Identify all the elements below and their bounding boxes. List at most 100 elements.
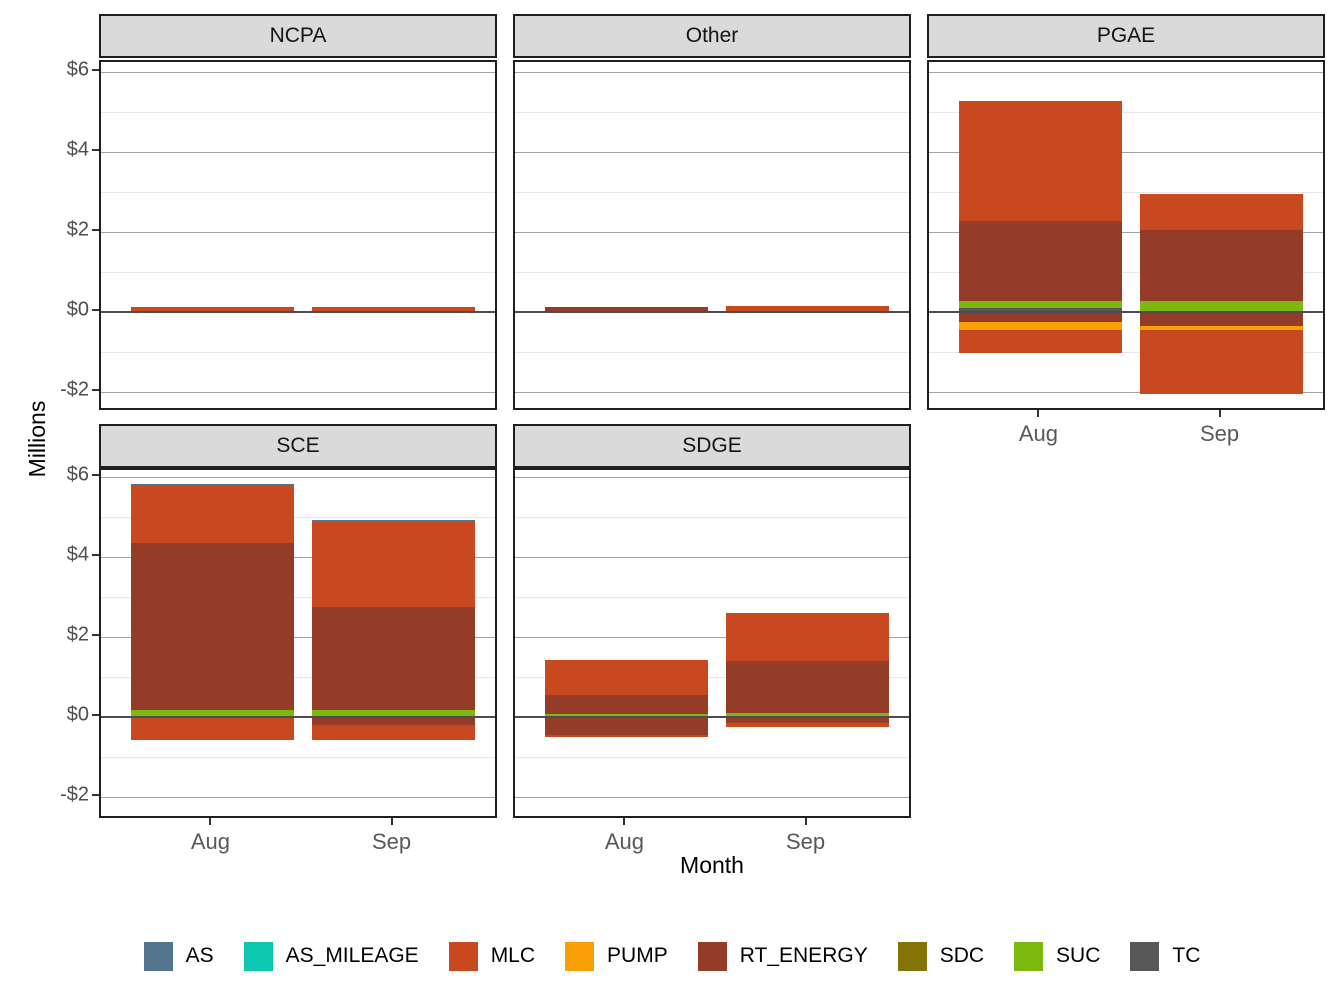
legend-item-as_mileage: AS_MILEAGE — [243, 941, 419, 971]
gridline-major — [515, 152, 909, 153]
x-tick-label: Aug — [190, 829, 231, 854]
legend-label: SUC — [1056, 944, 1101, 967]
facet-strip-label: SCE — [276, 434, 320, 457]
gridline-major — [101, 152, 495, 153]
x-axis-title: Month — [680, 852, 744, 878]
bar-segment-mlc — [725, 306, 890, 312]
gridline-minor — [101, 517, 495, 518]
gridline-major — [515, 797, 909, 798]
zero-reference-line — [101, 311, 495, 313]
legend-label: PUMP — [607, 944, 668, 967]
legend-label: RT_ENERGY — [739, 944, 868, 967]
gridline-minor — [929, 192, 1323, 193]
bar-segment-mlc — [1139, 329, 1304, 394]
zero-reference-line — [929, 311, 1323, 313]
y-tick-mark — [92, 309, 99, 311]
legend-item-sdc: SDC — [897, 941, 985, 971]
bar-segment-suc — [1139, 301, 1304, 311]
y-tick-label: $2 — [66, 623, 89, 646]
gridline-major — [101, 637, 495, 638]
zero-reference-line — [515, 311, 909, 313]
facet-panel-sce — [99, 468, 497, 818]
y-tick-label: -$2 — [60, 783, 89, 806]
facet-strip-ncpa: NCPA — [99, 14, 497, 58]
bar-segment-pump — [958, 322, 1123, 330]
x-tick-mark — [390, 818, 393, 825]
legend-swatch-mlc — [448, 941, 478, 971]
gridline-major — [515, 232, 909, 233]
legend-label: AS — [185, 944, 214, 967]
legend-item-as: AS — [143, 941, 214, 971]
y-tick-label: $0 — [66, 298, 89, 321]
legend-swatch-suc — [1014, 941, 1044, 971]
gridline-major — [515, 637, 909, 638]
gridline-major — [101, 797, 495, 798]
bar-segment-rt_energy — [311, 607, 476, 711]
bar-segment-suc — [958, 300, 1123, 308]
gridline-major — [101, 232, 495, 233]
gridline-minor — [101, 192, 495, 193]
legend-label: SDC — [939, 944, 985, 967]
bar-segment-mlc — [130, 307, 295, 312]
y-tick-mark — [92, 714, 99, 716]
gridline-minor — [929, 112, 1323, 113]
bar-segment-rt_energy — [958, 220, 1123, 301]
bar-segment-rt_energy — [544, 717, 709, 735]
gridline-minor — [101, 352, 495, 353]
facet-strip-other: Other — [513, 14, 911, 58]
gridline-major — [515, 557, 909, 558]
zero-reference-line — [101, 716, 495, 718]
legend-item-pump: PUMP — [565, 941, 668, 971]
y-tick-label: $4 — [66, 543, 89, 566]
y-tick-mark — [92, 389, 99, 391]
facet-panel-pgae — [927, 60, 1325, 410]
bar-segment-rt_energy — [130, 543, 295, 710]
gridline-minor — [101, 677, 495, 678]
gridline-major — [929, 232, 1323, 233]
gridline-minor — [515, 677, 909, 678]
bar-segment-mlc — [311, 306, 476, 312]
gridline-major — [101, 557, 495, 558]
gridline-major — [929, 72, 1323, 73]
bar-segment-suc — [544, 714, 709, 717]
y-tick-label: $0 — [66, 703, 89, 726]
bar-segment-rt_energy — [1139, 230, 1304, 302]
gridline-major — [515, 477, 909, 478]
facet-strip-pgae: PGAE — [927, 14, 1325, 58]
bar-segment-mlc — [544, 659, 709, 696]
facet-strip-label: Other — [685, 24, 739, 47]
facet-strip-label: NCPA — [269, 24, 327, 47]
legend-swatch-as — [143, 941, 173, 971]
bar-segment-mlc — [130, 485, 295, 543]
legend: AS AS_MILEAGE MLC PUMP RT_ENERGY SDC SUC TC — [0, 926, 1344, 986]
legend-swatch-pump — [565, 941, 595, 971]
gridline-major — [929, 152, 1323, 153]
gridline-minor — [515, 517, 909, 518]
legend-item-suc: SUC — [1014, 941, 1101, 971]
x-tick-label: Aug — [1018, 421, 1059, 446]
gridline-minor — [515, 112, 909, 113]
bar-segment-mlc — [311, 725, 476, 741]
y-tick-label: -$2 — [60, 378, 89, 401]
facet-strip-sce: SCE — [99, 424, 497, 468]
zero-reference-line — [515, 716, 909, 718]
bar-segment-rt_energy — [544, 307, 709, 312]
bar-segment-as — [311, 520, 476, 522]
x-tick-mark — [1037, 410, 1040, 417]
gridline-minor — [101, 112, 495, 113]
y-tick-label: $2 — [66, 218, 89, 241]
y-tick-mark — [92, 69, 99, 71]
bar-segment-tc — [958, 308, 1123, 312]
x-tick-label: Aug — [604, 829, 645, 854]
bar-segment-rt_energy — [311, 717, 476, 726]
x-tick-mark — [804, 818, 807, 825]
facet-strip-label: SDGE — [682, 434, 742, 457]
y-tick-label: $6 — [66, 58, 89, 81]
bar-segment-pump — [1139, 326, 1304, 330]
bar-segment-rt_energy — [1139, 312, 1304, 327]
gridline-major — [101, 392, 495, 393]
legend-label: AS_MILEAGE — [285, 944, 419, 967]
y-tick-mark — [92, 794, 99, 796]
y-tick-mark — [92, 229, 99, 231]
y-tick-mark — [92, 554, 99, 556]
